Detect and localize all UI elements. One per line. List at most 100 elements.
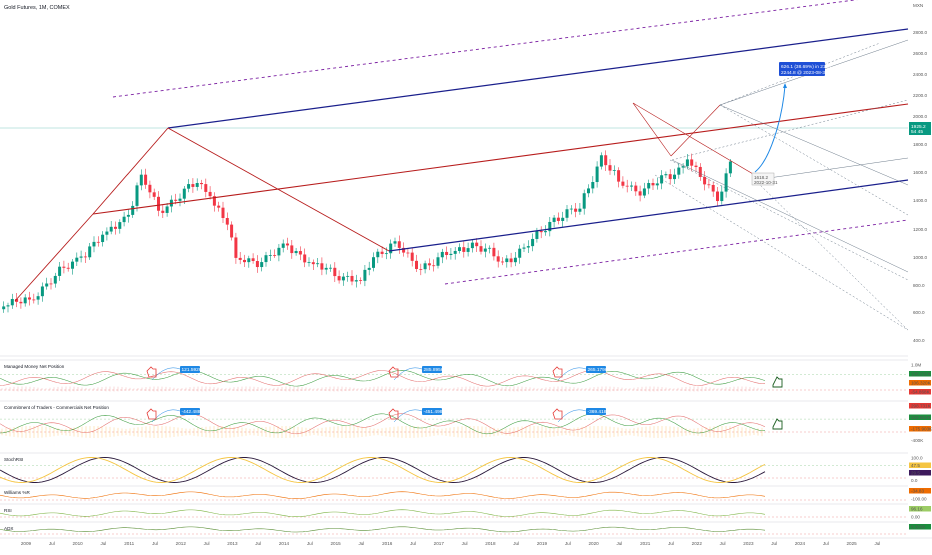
candle [483,243,487,258]
price-axis-label: 1800.0 [913,142,927,147]
triangle-edge [632,102,771,185]
time-axis-label: 2023 [743,541,754,546]
candle [79,250,83,263]
candle [6,302,10,313]
price-axis-label: 2200.0 [913,93,927,98]
price-axis-label: 1600.0 [913,170,927,175]
candle [182,186,186,204]
candle [539,226,543,239]
candle [152,188,156,201]
indicator-value-tag: 0.0 [911,478,918,483]
candle [462,241,466,258]
candle [286,237,289,250]
candle [359,277,363,285]
indicator-value-text: 100.0 [911,455,923,460]
indicator-series [0,413,766,435]
time-axis-label: Jul [462,541,468,546]
time-axis-label: 2012 [176,541,187,546]
candle [92,236,96,253]
triangle-edge [670,104,721,157]
candle [488,245,492,254]
time-axis-label: 2015 [330,541,341,546]
candle [591,176,595,194]
indicator-value-tag: 136.232K [909,371,932,377]
candle [40,282,44,302]
indicator-value-tag: 1.0M [911,362,921,367]
price-axis-label: 800.0 [913,283,925,288]
time-axis-label: 2022 [692,541,703,546]
time-axis[interactable]: 2009 Jul 2010 Jul 2011 Jul 2012 Jul 2013 Jul 2014 J… [0,537,932,546]
indicator-value-tag: -400K [911,438,924,443]
candle [582,189,586,215]
candle [513,251,517,267]
indicator-value-text: -34.83 [911,488,924,493]
candle [642,182,646,199]
indicator-value-tag: 122.814K [909,414,932,420]
candle [561,211,565,227]
indicator-value-tag: -175.903K [909,426,932,432]
candle [238,251,242,265]
pitchfork-line [654,174,909,331]
indicator-pane-managed[interactable]: Managed Money Net Position 1.0M 136.232K 10… [0,359,932,395]
candle [372,252,375,272]
channel-upper-line [167,28,909,129]
uptrend-line-2 [92,127,169,215]
indicator-pane-cot[interactable]: Commitment of Traders - Commercials Net … [0,400,932,443]
candle [621,176,625,189]
cot-callout-text: 121.592K [182,367,203,373]
indicator-series [0,457,766,483]
candle [440,248,444,264]
candle [625,179,629,193]
projection-arrow [754,85,786,173]
time-axis-label: Jul [616,541,622,546]
candle [410,248,414,267]
candle [690,153,694,172]
candle [10,293,14,309]
candle [329,264,332,272]
indicator-value-text: -54.868K [911,389,931,394]
candle [634,181,638,196]
indicator-label: Managed Money Net Position [4,364,65,369]
price-axis-label: 1000.0 [913,255,927,260]
candle [221,201,225,224]
price-axis[interactable]: MXN 2800.0 2600.0 2400.0 2200.0 2000.0 1800.0 1… [909,3,931,343]
indicator-value-text: 96.16 [911,506,923,511]
indicator-pane-adx[interactable]: ADX 8.3096 [0,521,931,535]
candle [363,265,367,287]
thumbs-down-icon [552,366,563,378]
projection-target-date: 2244.8 @ 2023-08-31 [781,70,828,76]
candle [367,261,371,276]
candle [458,243,461,254]
time-axis-label: Jul [255,541,261,546]
candle [161,205,165,219]
indicator-value-text: 1.0M [911,362,921,367]
candle [346,271,350,282]
time-axis-label: Jul [49,541,55,546]
indicator-pane-stoch[interactable]: StochRSI 100.0 47.5 29.5 0.0 [0,452,931,483]
indicator-pane-rsi[interactable]: RSI 96.16 0.00 [0,503,931,519]
indicator-value-tag: 47.5 [909,462,931,468]
time-axis-label: Jul [410,541,416,546]
candle [427,258,431,271]
indicator-value-tag: 96.16 [909,506,931,512]
pitchfork-line [671,99,909,161]
time-axis-label: 2024 [795,541,806,546]
indicator-value-text: 47.5 [911,463,920,468]
candle [651,178,655,191]
indicator-pane-williams[interactable]: Williams %R -34.83 -100.00 [0,485,931,501]
candle [423,260,427,274]
candle [212,192,216,212]
indicator-series [0,413,766,435]
candle [234,232,238,264]
time-axis-label: 2010 [72,541,83,546]
indicator-series [0,457,766,483]
candle [131,201,135,218]
candle [311,259,315,271]
indicator-value-text: 106.320K [911,380,932,385]
last-price-value: 1925.2 [911,124,926,130]
